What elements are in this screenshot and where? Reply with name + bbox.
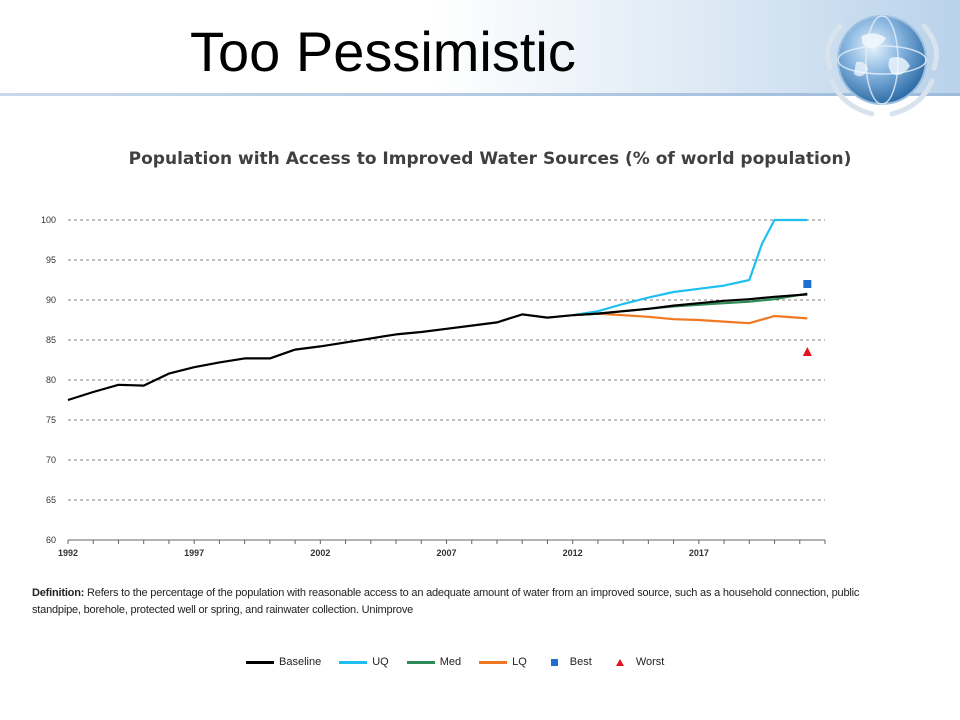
chart-legend: Baseline UQ Med LQ Best Worst [246,652,682,672]
y-tick-label: 85 [46,335,56,345]
legend-label: Med [439,656,462,668]
legend-swatch [339,660,368,664]
series-line-lq [572,312,808,325]
y-tick-label: 65 [46,495,56,505]
y-tick-label: 100 [41,215,56,225]
legend-item-med: Med [406,656,462,668]
x-tick-label: 2012 [563,548,583,558]
legend-swatch [479,660,508,664]
y-tick-label: 90 [46,295,56,305]
chart-title: Population with Access to Improved Water… [128,149,852,169]
legend-item-baseline: Baseline [246,656,321,668]
x-tick-label: 1992 [58,548,78,558]
x-tick-label: 1997 [184,548,204,558]
legend-swatch [246,660,274,664]
legend-swatch [550,658,558,666]
y-tick-label: 95 [46,255,56,265]
legend-item-uq: UQ [339,656,389,668]
slide-header [0,0,960,96]
y-tick-label: 70 [46,455,56,465]
globe-logo-icon [825,15,939,117]
definition-label: Definition: [32,587,85,599]
marker-best [803,280,812,288]
y-tick-label: 75 [46,415,56,425]
header-divider [0,93,960,96]
legend-item-worst: Worst [610,656,665,668]
x-tick-label: 2007 [436,548,456,558]
legend-label: Worst [635,656,665,668]
legend-label: Baseline [279,656,322,668]
definition-body: Refers to the percentage of the populati… [32,587,860,616]
chart-container: Population with Access to Improved Water… [20,135,900,680]
legend-label: LQ [512,656,527,668]
y-tick-label: 60 [46,535,56,545]
slide-title: Too Pessimistic [190,20,576,83]
legend-swatch [406,660,435,664]
definition-text: Definition: Refers to the percentage of … [32,585,902,619]
x-tick-label: 2002 [310,548,330,558]
legend-label: UQ [372,656,389,668]
series-line-uq [572,218,808,317]
marker-worst [802,347,812,356]
y-tick-label: 80 [46,375,56,385]
legend-item-lq: LQ [479,656,527,668]
legend-label: Best [569,656,592,668]
legend-swatch [615,658,624,666]
legend-item-best: Best [545,656,592,668]
series-line-baseline [67,293,808,402]
x-tick-label: 2017 [689,548,709,558]
